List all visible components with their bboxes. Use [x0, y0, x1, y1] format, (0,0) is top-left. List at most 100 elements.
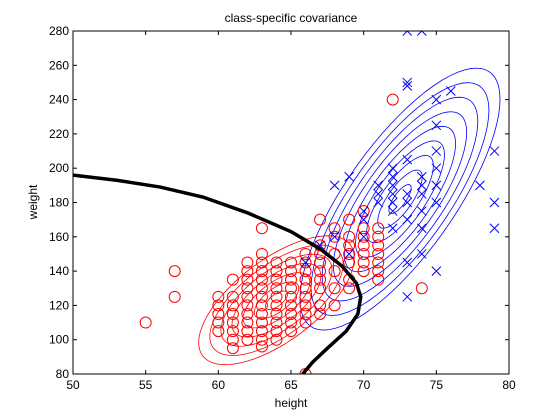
data-point-circle: [241, 273, 254, 286]
plot-background: [73, 31, 509, 374]
data-point-cross: [373, 197, 384, 208]
data-point-circle: [255, 307, 268, 320]
data-point-circle: [357, 239, 370, 252]
data-point-circle: [386, 93, 399, 106]
data-point-circle: [343, 213, 356, 226]
marker-layer: [139, 31, 500, 374]
contour-ellipse-class1: [264, 290, 288, 310]
data-point-circle: [270, 299, 283, 312]
data-point-circle: [357, 265, 370, 278]
data-point-circle: [357, 247, 370, 260]
data-point-circle: [357, 256, 370, 269]
data-point-circle: [372, 230, 385, 243]
data-point-cross: [373, 189, 384, 199]
y-axis-label: weight: [26, 184, 40, 220]
chart-title: class-specific covariance: [225, 11, 358, 25]
data-point-circle: [241, 299, 254, 312]
data-point-cross: [402, 291, 413, 302]
contour-ellipse-class2: [388, 184, 412, 215]
y-tick-label: 160: [49, 230, 69, 244]
y-tick-label: 120: [49, 298, 69, 312]
data-point-circle: [270, 290, 283, 303]
data-point-cross: [431, 197, 442, 208]
contour-ellipse-class2: [332, 111, 468, 287]
data-point-circle: [343, 282, 356, 295]
data-point-cross: [416, 180, 427, 191]
data-point-circle: [168, 290, 181, 303]
data-point-circle: [357, 222, 370, 235]
data-point-circle: [226, 333, 239, 346]
y-tick-label: 200: [49, 161, 69, 175]
data-point-cross: [416, 31, 427, 36]
boundary-layer: [73, 173, 363, 374]
data-point-cross: [489, 146, 500, 156]
contour-ellipse-class2: [299, 67, 501, 331]
data-point-circle: [270, 333, 283, 346]
contour-ellipse-class2: [321, 96, 479, 302]
contour-ellipse-class2: [366, 155, 434, 244]
x-tick-label: 50: [66, 378, 80, 392]
data-point-cross: [431, 146, 442, 156]
data-point-cross: [402, 77, 413, 88]
data-point-cross: [431, 94, 442, 105]
data-point-circle: [285, 316, 297, 329]
contour-ellipse-class1: [253, 281, 300, 320]
data-point-cross: [329, 231, 340, 242]
data-point-cross: [387, 206, 398, 216]
x-tick-label: 70: [357, 378, 371, 392]
data-point-circle: [226, 325, 239, 338]
data-point-circle: [241, 325, 254, 338]
data-point-circle: [241, 316, 254, 329]
data-point-circle: [226, 273, 239, 286]
data-point-circle: [212, 307, 225, 320]
data-point-cross: [402, 189, 413, 199]
data-point-cross: [416, 249, 427, 259]
data-point-circle: [299, 290, 312, 303]
data-point-circle: [226, 299, 239, 312]
data-point-circle: [372, 273, 385, 286]
data-point-cross: [416, 171, 427, 182]
data-point-circle: [328, 265, 341, 278]
data-point-circle: [226, 290, 239, 303]
data-point-circle: [285, 282, 297, 295]
data-point-circle: [299, 316, 312, 329]
y-tick-label: 240: [49, 93, 69, 107]
data-point-cross: [431, 120, 442, 131]
data-point-circle: [299, 307, 312, 320]
data-point-circle: [270, 273, 283, 286]
y-tick-label: 260: [49, 58, 69, 72]
data-point-circle: [255, 282, 268, 295]
data-point-circle: [299, 273, 312, 286]
data-point-circle: [212, 290, 225, 303]
data-point-circle: [270, 307, 283, 320]
data-point-cross: [475, 180, 485, 191]
data-point-cross: [329, 180, 340, 191]
contour-ellipse-class2: [344, 125, 456, 273]
data-point-circle: [357, 230, 370, 243]
data-point-circle: [241, 256, 254, 269]
data-point-cross: [300, 257, 311, 268]
data-point-cross: [431, 266, 442, 276]
data-point-circle: [299, 256, 312, 269]
data-point-circle: [343, 256, 356, 269]
contour-layer: [198, 67, 501, 366]
data-point-cross: [344, 249, 354, 259]
data-point-circle: [241, 307, 254, 320]
data-point-circle: [255, 299, 268, 312]
decision-boundary: [73, 173, 363, 374]
data-point-cross: [358, 214, 369, 225]
data-point-circle: [255, 316, 268, 329]
data-point-circle: [212, 325, 225, 338]
data-point-circle: [285, 307, 297, 320]
data-point-circle: [241, 265, 254, 278]
data-point-circle: [299, 299, 312, 312]
data-point-circle: [372, 256, 385, 269]
data-point-circle: [343, 239, 356, 252]
data-point-circle: [241, 290, 254, 303]
data-point-circle: [255, 265, 268, 278]
data-point-circle: [372, 247, 385, 260]
data-point-cross: [416, 223, 427, 234]
data-point-circle: [255, 247, 268, 260]
data-point-circle: [299, 282, 312, 295]
contour-ellipse-class2: [310, 82, 490, 316]
